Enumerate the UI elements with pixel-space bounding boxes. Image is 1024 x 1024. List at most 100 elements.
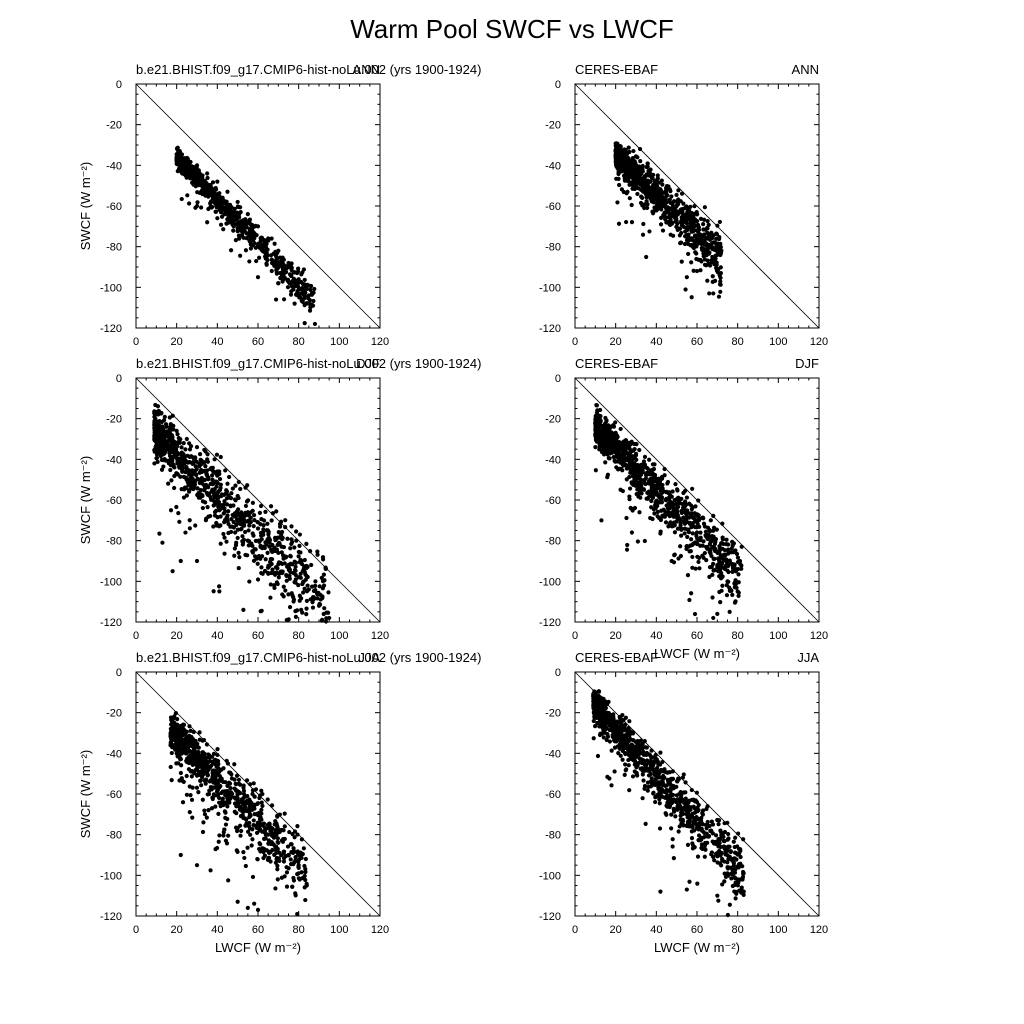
data-point bbox=[302, 282, 307, 287]
data-point bbox=[739, 566, 744, 571]
data-point bbox=[233, 498, 238, 503]
y-tick-label: -60 bbox=[545, 201, 561, 213]
data-point bbox=[298, 279, 304, 285]
data-point bbox=[258, 556, 263, 561]
data-point bbox=[224, 502, 230, 507]
data-point bbox=[241, 809, 246, 814]
data-point bbox=[209, 473, 215, 478]
data-point bbox=[250, 543, 255, 548]
data-point bbox=[226, 493, 231, 498]
data-point bbox=[717, 560, 722, 565]
data-point bbox=[649, 498, 654, 504]
data-point bbox=[680, 211, 685, 216]
data-point bbox=[707, 232, 712, 237]
data-point bbox=[604, 419, 609, 424]
panel-left-title: CERES-EBAF bbox=[575, 356, 658, 371]
data-point bbox=[627, 149, 632, 155]
data-point bbox=[195, 766, 200, 772]
data-point bbox=[615, 160, 620, 165]
data-point bbox=[697, 566, 702, 571]
data-point bbox=[216, 778, 222, 783]
data-point bbox=[205, 175, 210, 181]
data-point bbox=[222, 499, 227, 504]
data-point bbox=[618, 454, 623, 459]
data-point bbox=[258, 793, 263, 798]
data-point bbox=[258, 538, 263, 543]
data-point bbox=[154, 456, 159, 461]
data-point bbox=[221, 833, 226, 838]
data-point bbox=[206, 807, 211, 813]
data-point bbox=[684, 204, 689, 209]
panel-model-ann: b.e21.BHIST.f09_g17.CMIP6-hist-noLu.002 … bbox=[78, 62, 481, 348]
data-point bbox=[288, 546, 293, 551]
data-point bbox=[289, 541, 294, 547]
data-point bbox=[688, 221, 693, 226]
data-point bbox=[292, 280, 297, 286]
data-point bbox=[679, 533, 684, 538]
data-point bbox=[628, 506, 634, 511]
data-point bbox=[700, 543, 705, 548]
y-tick-label: -20 bbox=[545, 120, 561, 132]
data-point bbox=[629, 220, 635, 225]
data-point bbox=[297, 532, 302, 537]
data-point bbox=[166, 447, 171, 453]
data-point bbox=[715, 550, 720, 555]
data-point bbox=[263, 557, 268, 562]
data-point bbox=[689, 524, 694, 529]
data-point bbox=[204, 769, 210, 775]
y-tick-label: -20 bbox=[106, 120, 122, 132]
data-point bbox=[689, 295, 694, 300]
data-point bbox=[678, 544, 683, 549]
data-point bbox=[296, 266, 301, 271]
data-point bbox=[181, 495, 187, 500]
y-tick-label: -80 bbox=[545, 242, 561, 254]
data-point bbox=[689, 537, 694, 542]
data-point bbox=[287, 605, 293, 610]
data-point bbox=[691, 268, 696, 273]
data-point bbox=[229, 517, 234, 522]
data-point bbox=[207, 779, 212, 784]
data-point bbox=[322, 606, 327, 611]
data-point bbox=[285, 278, 290, 283]
data-point bbox=[215, 216, 220, 221]
data-point bbox=[181, 722, 187, 727]
data-point bbox=[249, 804, 254, 809]
panel-right-title: ANN bbox=[353, 62, 380, 77]
data-point bbox=[288, 842, 294, 847]
data-point bbox=[634, 492, 639, 497]
data-point bbox=[233, 483, 238, 488]
data-point bbox=[268, 504, 274, 509]
data-point bbox=[289, 524, 294, 529]
data-point bbox=[321, 611, 326, 617]
data-point bbox=[236, 777, 242, 782]
data-point bbox=[251, 781, 256, 786]
data-point bbox=[273, 860, 279, 865]
data-point bbox=[711, 545, 717, 550]
data-point bbox=[707, 291, 712, 296]
data-point bbox=[296, 583, 301, 588]
data-point bbox=[183, 447, 188, 452]
data-point bbox=[317, 584, 322, 589]
data-point bbox=[263, 836, 268, 841]
data-point bbox=[659, 207, 664, 212]
data-point bbox=[321, 572, 327, 577]
data-point bbox=[247, 814, 252, 820]
data-point bbox=[634, 483, 639, 488]
data-point bbox=[178, 152, 183, 157]
data-point bbox=[718, 275, 723, 281]
data-point bbox=[254, 830, 260, 835]
y-tick-label: -60 bbox=[106, 201, 122, 213]
data-point bbox=[670, 501, 675, 506]
data-point bbox=[292, 829, 298, 834]
data-point bbox=[267, 821, 272, 826]
data-point bbox=[679, 519, 684, 524]
data-point bbox=[626, 444, 632, 450]
data-point bbox=[235, 535, 240, 541]
data-point bbox=[273, 818, 278, 824]
data-point bbox=[255, 812, 261, 818]
data-point bbox=[243, 248, 249, 253]
data-point bbox=[682, 531, 687, 536]
data-point bbox=[673, 213, 679, 219]
data-point bbox=[301, 590, 306, 595]
data-point bbox=[685, 534, 690, 540]
